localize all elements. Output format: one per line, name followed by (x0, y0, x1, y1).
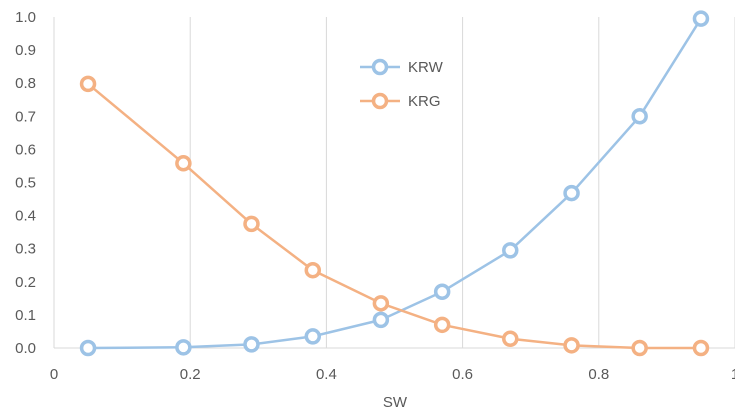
x-tick-label: 0.4 (316, 366, 337, 383)
series-krw (79, 10, 710, 357)
data-point-krg (502, 330, 519, 347)
y-tick-label: 1.0 (15, 9, 36, 26)
y-tick-label: 0.9 (15, 42, 36, 59)
data-point-krg (433, 316, 451, 334)
data-point-krw (372, 311, 390, 329)
grid-layer (189, 17, 735, 348)
legend-swatch-marker (371, 92, 389, 110)
y-tick-label: 0.4 (15, 208, 36, 225)
legend-item-krg: KRG (360, 92, 441, 110)
data-point-krg (304, 261, 322, 279)
x-tick-label: 0 (50, 366, 58, 383)
data-point-krw (563, 184, 580, 202)
y-tick-label: 0.0 (15, 340, 36, 357)
legend-item-krw: KRW (360, 58, 444, 76)
y-tick-label: 0.2 (15, 274, 36, 291)
data-point-krg (175, 155, 192, 172)
data-point-krg (631, 339, 648, 357)
y-tick-label: 0.6 (15, 141, 36, 158)
x-tick-label: 0.6 (452, 366, 473, 383)
data-point-krg (79, 75, 97, 93)
x-tick-label: 1 (731, 366, 735, 383)
data-point-krg (563, 337, 580, 354)
y-tick-label: 0.8 (15, 75, 36, 92)
series-line-krw (88, 18, 702, 350)
data-point-krg (372, 295, 390, 312)
y-tick-label: 0.3 (15, 241, 36, 258)
data-point-krw (631, 108, 648, 125)
data-point-krw (243, 336, 260, 353)
series-krg (79, 75, 710, 357)
data-point-krw (79, 339, 97, 357)
x-tick-label: 0.8 (588, 366, 609, 383)
data-point-krg (692, 339, 710, 357)
data-point-krw (304, 328, 322, 345)
y-tick-label: 0.5 (15, 175, 36, 192)
x-axis-title: SW (383, 394, 408, 411)
y-tick-label: 0.7 (15, 108, 36, 125)
legend-label: KRG (408, 93, 441, 110)
y-tick-label: 0.1 (15, 307, 36, 324)
x-tick-label: 0.2 (180, 366, 201, 383)
legend: KRW KRG (360, 58, 444, 110)
data-point-krw (433, 283, 451, 300)
data-point-krw (692, 10, 710, 27)
legend-label: KRW (408, 59, 444, 76)
data-point-krw (175, 339, 192, 356)
legend-swatch-marker (371, 58, 389, 76)
data-point-krw (502, 242, 519, 259)
data-point-krg (243, 215, 260, 233)
series-line-krg (87, 82, 701, 350)
series-layer (79, 10, 710, 357)
